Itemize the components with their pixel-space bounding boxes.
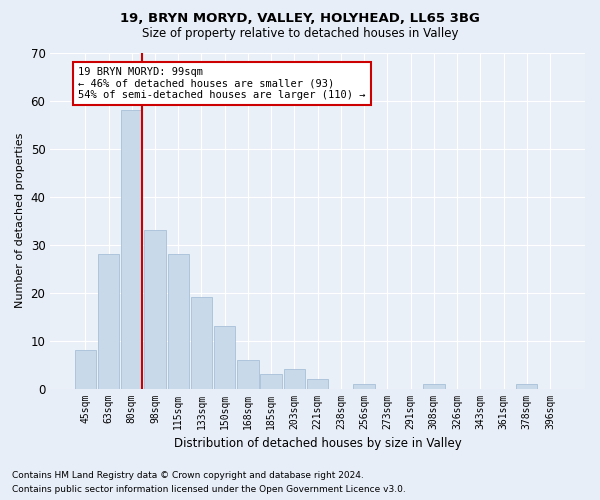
Bar <box>516 384 538 388</box>
Bar <box>260 374 282 388</box>
Bar <box>214 326 235 388</box>
Bar <box>284 370 305 388</box>
Bar <box>423 384 445 388</box>
Bar <box>353 384 375 388</box>
Text: 19 BRYN MORYD: 99sqm
← 46% of detached houses are smaller (93)
54% of semi-detac: 19 BRYN MORYD: 99sqm ← 46% of detached h… <box>79 67 366 100</box>
Bar <box>121 110 142 388</box>
Bar <box>74 350 96 389</box>
Bar <box>191 298 212 388</box>
Bar <box>145 230 166 388</box>
Bar <box>307 379 328 388</box>
Text: Contains public sector information licensed under the Open Government Licence v3: Contains public sector information licen… <box>12 486 406 494</box>
Text: 19, BRYN MORYD, VALLEY, HOLYHEAD, LL65 3BG: 19, BRYN MORYD, VALLEY, HOLYHEAD, LL65 3… <box>120 12 480 26</box>
Bar <box>98 254 119 388</box>
Bar <box>167 254 189 388</box>
Text: Size of property relative to detached houses in Valley: Size of property relative to detached ho… <box>142 28 458 40</box>
X-axis label: Distribution of detached houses by size in Valley: Distribution of detached houses by size … <box>174 437 461 450</box>
Y-axis label: Number of detached properties: Number of detached properties <box>15 133 25 308</box>
Text: Contains HM Land Registry data © Crown copyright and database right 2024.: Contains HM Land Registry data © Crown c… <box>12 470 364 480</box>
Bar <box>237 360 259 388</box>
